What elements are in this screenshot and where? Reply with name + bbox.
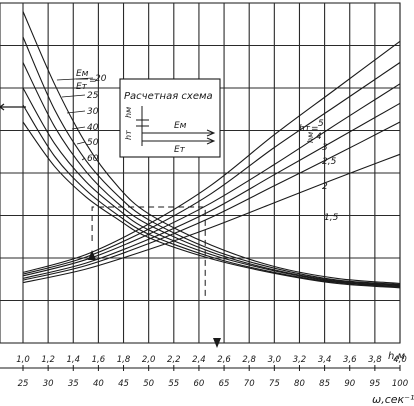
leader-line: [76, 141, 86, 145]
ht-series-label: 4: [316, 132, 322, 142]
ratio-series-label: 50: [87, 138, 99, 148]
ratio-curve: [22, 62, 401, 286]
arrow-down-icon: [213, 338, 221, 348]
ratio-curve: [22, 11, 401, 285]
x2-tick-label: 70: [244, 379, 255, 389]
leader-line: [81, 157, 86, 161]
x2-tick-label: 35: [68, 379, 79, 389]
ratio-curve: [22, 87, 401, 287]
ht-curve: [22, 62, 401, 275]
inset-em-label: Eм: [174, 121, 187, 131]
x2-tick-label: 50: [143, 379, 154, 389]
x2-tick-label: 30: [43, 379, 54, 389]
ratio-series-label: 25: [87, 91, 99, 101]
x-tick-label: 3,8: [368, 355, 382, 365]
ht-curve: [22, 102, 401, 279]
x2-axis-label: ω,сек⁻¹: [372, 393, 414, 406]
ht-label-eq: =: [311, 124, 319, 134]
x2-tick-labels: 25 30 35 40 45 50 55 60 65 70 75 80 85 90 95 100: [18, 379, 409, 389]
ratio-curve: [22, 121, 401, 289]
ht-curve: [22, 83, 401, 277]
ht-curve: [22, 153, 401, 284]
x-tick-label: 1,4: [67, 355, 81, 365]
inset-ht-label: hт: [124, 130, 133, 140]
leader-line: [61, 94, 86, 98]
x-tick-label: 3,0: [268, 355, 282, 365]
ratio-series-label: 30: [87, 107, 99, 117]
ratio-label-num: Eм: [76, 69, 89, 79]
x-tick-label: 4,0: [393, 355, 407, 365]
x-axis-label: h,м: [388, 351, 406, 362]
ht-series-labels: 5 43 2,5 2 1,5 hм: [306, 119, 339, 223]
ratio-curves: [22, 11, 401, 289]
inset-scheme: Расчетная схема hм hт Eм Eт: [119, 78, 221, 158]
ratio-curve: [22, 36, 401, 285]
x-tick-label: 2,0: [142, 355, 156, 365]
x2-tick-label: 75: [269, 379, 280, 389]
ratio-series-label: 20: [95, 74, 107, 84]
x2-tick-label: 90: [344, 379, 355, 389]
ht-label-group: hт =: [299, 124, 319, 134]
x-tick-label: 3,6: [343, 355, 357, 365]
ht-series-label: 2,5: [322, 157, 337, 167]
ht-curve: [22, 121, 401, 281]
ht-series-label: 2: [322, 182, 328, 192]
ratio-series-label: 60: [87, 154, 99, 164]
inset-title: Расчетная схема: [124, 91, 213, 102]
ht-curve: [22, 40, 401, 273]
x-tick-label: 1,0: [16, 355, 30, 365]
ratio-series-label: 40: [87, 123, 99, 133]
x-tick-label: 3,2: [293, 355, 307, 365]
x2-tick-label: 55: [168, 379, 179, 389]
x2-tick-label: 40: [93, 379, 104, 389]
x2-tick-label: 65: [219, 379, 230, 389]
x2-tick-label: 25: [18, 379, 29, 389]
x-tick-label: 1,6: [92, 355, 106, 365]
x-tick-labels: 1,0 1,2 1,4 1,6 1,8 2,0 2,2 2,4 2,6 2,8 3,0 3,2 3,4 3…: [16, 355, 407, 365]
x-tick-label: 2,4: [192, 355, 206, 365]
ht-label-prefix: hт: [299, 124, 311, 134]
arrow-right-icon: [206, 137, 216, 145]
ratio-label-eq: =: [89, 76, 97, 86]
leader-line: [66, 110, 86, 114]
x2-tick-label: 85: [319, 379, 330, 389]
inset-hm-label: hм: [124, 107, 133, 118]
ratio-label-group: Eм Eт =: [76, 69, 97, 92]
arrow-right-icon: [206, 129, 216, 137]
x2-tick-label: 60: [194, 379, 205, 389]
ht-series-label: 5: [318, 119, 324, 129]
arrow-up-icon: [88, 250, 96, 260]
x2-tick-label: 80: [294, 379, 305, 389]
left-arrow-icon: [0, 103, 5, 111]
x-tick-label: 1,2: [41, 355, 55, 365]
ht-series-label: 1,5: [324, 213, 339, 223]
x-tick-label: 2,8: [242, 355, 256, 365]
leader-line: [71, 126, 86, 130]
x2-tick-label: 45: [118, 379, 129, 389]
example-dashed-path: [91, 206, 206, 297]
x-tick-label: 2,2: [167, 355, 181, 365]
ht-label-hm: hм: [306, 132, 315, 143]
x2-tick-label: 95: [369, 379, 380, 389]
ht-curves: [22, 40, 401, 284]
x-tick-label: 3,4: [318, 355, 332, 365]
leader-line: [56, 77, 94, 81]
x-tick-label: 1,8: [117, 355, 131, 365]
ratio-label-den: Eт: [76, 82, 88, 92]
ht-series-label: 3: [322, 143, 328, 153]
ratio-series-labels: 20 25 30 40 50 60: [56, 74, 107, 164]
x2-tick-label: 100: [392, 379, 408, 389]
inset-et-label: Eт: [174, 145, 186, 155]
x-tick-label: 2,6: [217, 355, 231, 365]
x2-tick-marks: [22, 365, 401, 371]
